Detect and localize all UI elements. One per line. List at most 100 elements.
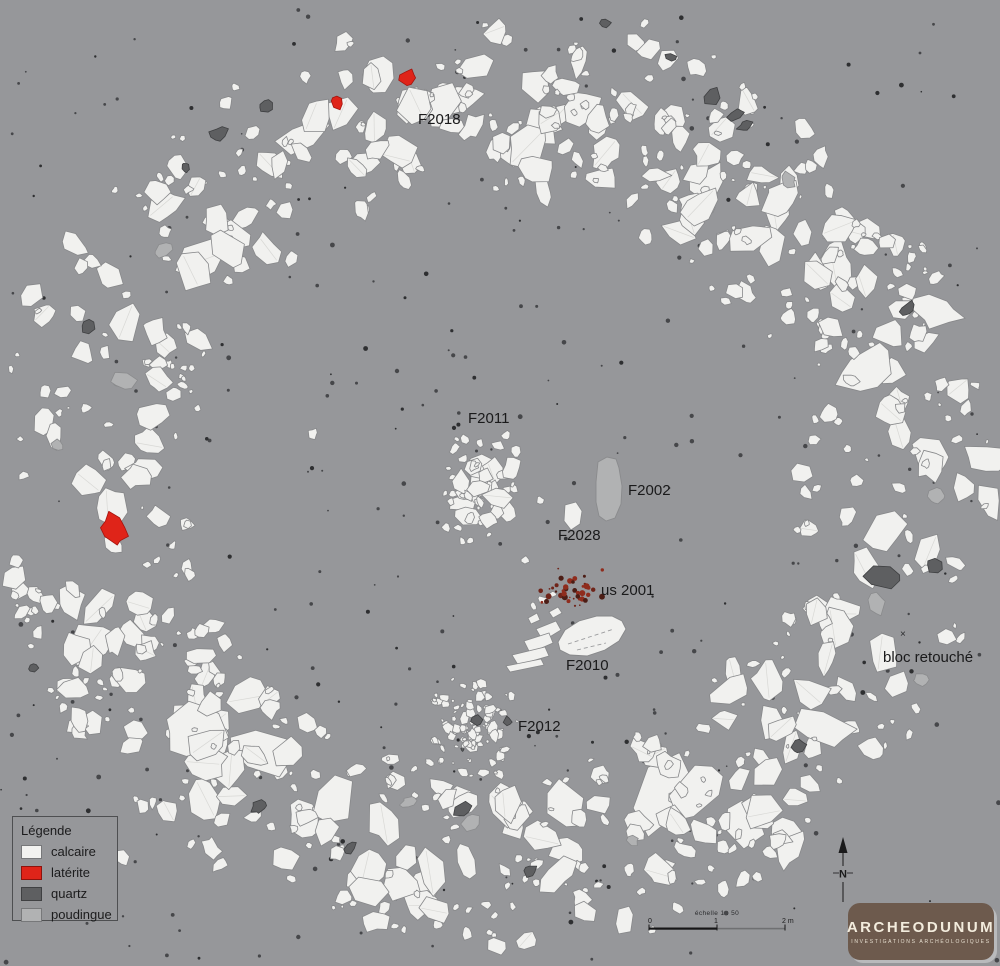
speck bbox=[258, 775, 263, 780]
calcaire-stone bbox=[672, 901, 685, 915]
speck bbox=[602, 864, 607, 869]
calcaire-stone bbox=[354, 120, 367, 134]
speck bbox=[556, 225, 561, 230]
speck bbox=[555, 734, 559, 738]
stone-crease bbox=[421, 907, 447, 914]
speck bbox=[582, 228, 585, 231]
speck bbox=[803, 443, 808, 449]
calcaire-stone bbox=[815, 764, 823, 772]
calcaire-stone bbox=[745, 794, 784, 830]
f2011-stone bbox=[445, 466, 452, 471]
stone-crease bbox=[697, 144, 710, 165]
calcaire-stone bbox=[65, 580, 81, 598]
calcaire-stone bbox=[586, 757, 595, 763]
north-arrow-head bbox=[838, 837, 848, 853]
us2001-speck bbox=[558, 575, 564, 581]
speck bbox=[363, 346, 368, 351]
calcaire-stone bbox=[792, 525, 802, 534]
poudingue-stone bbox=[926, 487, 946, 505]
speck bbox=[948, 263, 952, 268]
f2012-stone bbox=[476, 704, 483, 714]
calcaire-fragment bbox=[671, 195, 679, 202]
speck bbox=[447, 202, 451, 205]
calcaire-fragment bbox=[464, 90, 474, 98]
calcaire-stone bbox=[158, 224, 173, 238]
stone-crease bbox=[484, 494, 512, 499]
speck bbox=[463, 355, 468, 359]
f2011-stone bbox=[490, 440, 505, 451]
f2011-stone bbox=[448, 442, 461, 455]
calcaire-stone bbox=[127, 706, 136, 714]
calcaire-stone bbox=[570, 46, 584, 62]
calcaire-stone bbox=[175, 251, 212, 292]
calcaire-stone bbox=[585, 103, 610, 134]
calcaire-fragment bbox=[580, 69, 591, 77]
calcaire-stone bbox=[70, 706, 89, 733]
calcaire-fragment bbox=[264, 685, 275, 695]
calcaire-stone bbox=[928, 270, 946, 285]
f2012-stone bbox=[493, 770, 499, 775]
speck bbox=[400, 407, 404, 411]
calcaire-stone bbox=[216, 633, 233, 654]
speck bbox=[434, 389, 438, 393]
legend-label: calcaire bbox=[51, 844, 96, 859]
calcaire-stone bbox=[13, 604, 31, 620]
calcaire-stone bbox=[71, 665, 80, 678]
calcaire-stone bbox=[498, 863, 511, 877]
f2011-stone bbox=[481, 487, 514, 509]
calcaire-stone bbox=[750, 659, 784, 702]
calcaire-stone bbox=[142, 561, 152, 569]
calcaire-stone bbox=[149, 796, 157, 811]
us2001-speck bbox=[579, 590, 586, 597]
speck bbox=[675, 40, 679, 44]
calcaire-stone bbox=[811, 484, 822, 493]
calcaire-stone bbox=[212, 857, 229, 873]
speck bbox=[937, 391, 939, 394]
calcaire-stone bbox=[489, 911, 499, 920]
calcaire-stone bbox=[710, 710, 739, 731]
speck bbox=[452, 615, 455, 617]
speck bbox=[624, 739, 629, 744]
calcaire-fragment bbox=[921, 270, 929, 276]
calcaire-fragment bbox=[811, 414, 820, 425]
speck bbox=[134, 389, 138, 393]
calcaire-stone bbox=[857, 736, 884, 760]
quartz-stone bbox=[599, 18, 612, 29]
us2001-speck bbox=[561, 591, 567, 597]
calcaire-stone bbox=[354, 200, 369, 222]
speck bbox=[692, 649, 697, 654]
speck bbox=[435, 520, 440, 525]
calcaire-fragment bbox=[360, 121, 366, 127]
speck bbox=[970, 499, 973, 503]
calcaire-fragment bbox=[785, 744, 790, 749]
calcaire-stone bbox=[609, 107, 620, 122]
speck bbox=[129, 255, 132, 258]
f2011-stone bbox=[442, 489, 448, 497]
speck bbox=[907, 612, 910, 616]
calcaire-stone bbox=[136, 643, 147, 655]
speck bbox=[451, 664, 456, 669]
speck bbox=[394, 702, 398, 706]
calcaire-fragment bbox=[104, 716, 111, 723]
calcaire-stone bbox=[869, 632, 898, 673]
f2011-stone bbox=[452, 523, 463, 532]
calcaire-stone bbox=[217, 170, 227, 178]
speck bbox=[128, 944, 131, 948]
f2011-stone bbox=[440, 522, 451, 533]
scale-bar: échelle 1 : 50 0 1 2 m bbox=[648, 910, 800, 938]
speck bbox=[457, 411, 461, 415]
speck bbox=[505, 876, 508, 879]
calcaire-stone bbox=[642, 734, 662, 753]
speck bbox=[547, 379, 550, 382]
speck bbox=[423, 271, 429, 277]
stone-crease bbox=[806, 263, 828, 285]
speck bbox=[273, 608, 277, 611]
calcaire-stone bbox=[482, 17, 507, 46]
calcaire-stone bbox=[709, 673, 748, 705]
calcaire-stone bbox=[201, 350, 207, 358]
calcaire-fragment bbox=[442, 814, 451, 821]
calcaire-fragment bbox=[730, 225, 736, 232]
calcaire-stone bbox=[134, 192, 144, 199]
speck bbox=[860, 690, 866, 695]
calcaire-stone bbox=[918, 449, 944, 484]
